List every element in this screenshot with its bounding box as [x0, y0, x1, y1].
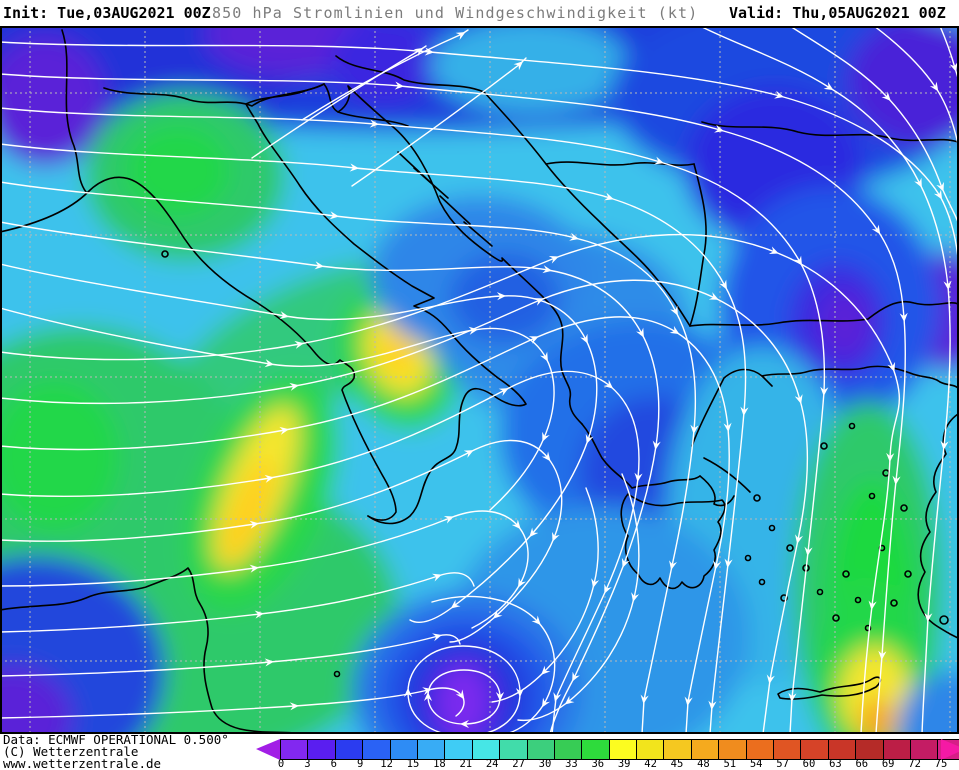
colorbar-left-arrow [256, 739, 280, 760]
colorbar: 0 3 6 9 12 15 18 21 24 27 30 33 36 39 42 45 48 51 54 57 60 63… [256, 738, 959, 770]
credits: Data: ECMWF OPERATIONAL 0.500° (C) Wette… [3, 732, 229, 770]
copyright-label: (C) Wetterzentrale [3, 744, 139, 759]
map-frame [0, 26, 959, 734]
data-source-label: Data: ECMWF OPERATIONAL 0.500° [3, 732, 229, 747]
chart-title: 850 hPa Stromlinien und Windgeschwindigk… [212, 4, 699, 22]
map-area [0, 26, 959, 734]
footer: Data: ECMWF OPERATIONAL 0.500° (C) Wette… [0, 732, 959, 770]
colorbar-right-arrow [941, 739, 959, 760]
colorbar-labels: 0 3 6 9 12 15 18 21 24 27 30 33 36 39 42 45 48 51 54 57 60 63… [277, 758, 948, 770]
init-time-label: Init: Tue,03AUG2021 00Z [3, 4, 211, 22]
colorbar-segments [280, 739, 959, 760]
website-label: www.wetterzentrale.de [3, 756, 162, 770]
valid-time-label: Valid: Thu,05AUG2021 00Z [729, 4, 946, 22]
header: Init: Tue,03AUG2021 00Z 850 hPa Stromlin… [0, 0, 959, 26]
streamlines [0, 26, 959, 734]
weather-map [0, 26, 959, 734]
